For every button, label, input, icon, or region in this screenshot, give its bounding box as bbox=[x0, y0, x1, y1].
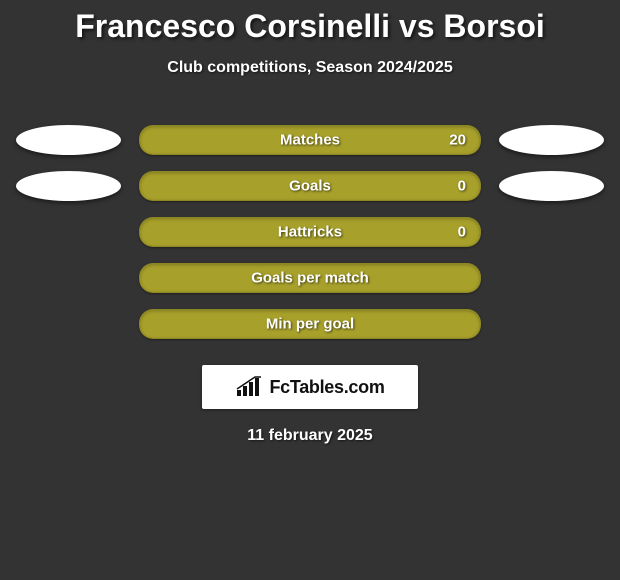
stat-bar: Hattricks 0 bbox=[139, 217, 481, 247]
page-subtitle: Club competitions, Season 2024/2025 bbox=[0, 59, 620, 77]
stat-label: Min per goal bbox=[140, 316, 480, 333]
stat-row: Goals per match bbox=[0, 255, 620, 301]
fctables-chart-icon bbox=[235, 376, 263, 398]
stat-bar: Matches 20 bbox=[139, 125, 481, 155]
stat-row: Goals 0 bbox=[0, 163, 620, 209]
stat-bar: Min per goal bbox=[139, 309, 481, 339]
stat-label: Goals bbox=[140, 178, 480, 195]
right-ellipse bbox=[499, 171, 604, 201]
stat-value: 0 bbox=[458, 224, 466, 241]
stat-value: 0 bbox=[458, 178, 466, 195]
page-title: Francesco Corsinelli vs Borsoi bbox=[0, 0, 620, 45]
fctables-logo-text: FcTables.com bbox=[269, 377, 384, 398]
date-label: 11 february 2025 bbox=[0, 427, 620, 445]
left-ellipse bbox=[16, 171, 121, 201]
stat-label: Matches bbox=[140, 132, 480, 149]
stat-label: Hattricks bbox=[140, 224, 480, 241]
stat-value: 20 bbox=[449, 132, 466, 149]
stat-bar: Goals per match bbox=[139, 263, 481, 293]
stat-row: Matches 20 bbox=[0, 117, 620, 163]
left-ellipse bbox=[16, 125, 121, 155]
fctables-badge: FcTables.com bbox=[202, 365, 418, 409]
stat-label: Goals per match bbox=[140, 270, 480, 287]
stat-row: Min per goal bbox=[0, 301, 620, 347]
comparison-card: Francesco Corsinelli vs Borsoi Club comp… bbox=[0, 0, 620, 580]
right-ellipse bbox=[499, 125, 604, 155]
stat-row: Hattricks 0 bbox=[0, 209, 620, 255]
stat-bar: Goals 0 bbox=[139, 171, 481, 201]
stats-rows: Matches 20 Goals 0 Hattricks 0 Goal bbox=[0, 117, 620, 347]
